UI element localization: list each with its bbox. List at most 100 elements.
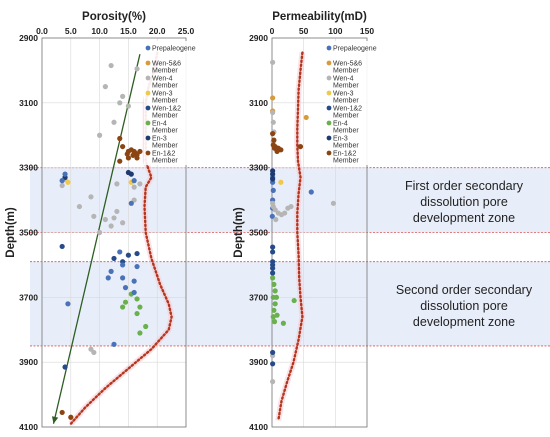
data-point: [330, 200, 337, 206]
zone-band-1: [30, 167, 550, 233]
legend-label-line2: Member: [152, 128, 178, 135]
data-point: [91, 349, 97, 356]
data-point: [65, 301, 71, 307]
legend-label-line2: Member: [333, 83, 359, 90]
data-point: [128, 147, 134, 153]
data-point: [270, 379, 276, 385]
data-point: [131, 184, 137, 190]
y-tick-label: 3900: [19, 357, 38, 367]
data-point: [117, 249, 123, 255]
legend-marker: [145, 120, 151, 126]
data-point: [117, 158, 123, 164]
data-point: [137, 304, 143, 310]
data-point: [111, 119, 117, 125]
data-point: [270, 275, 276, 281]
legend-label: En-1&2: [333, 151, 356, 158]
data-point: [65, 179, 71, 185]
data-point: [88, 194, 94, 200]
data-point: [137, 148, 143, 155]
y-tick-label: 3700: [249, 292, 268, 302]
data-point: [131, 289, 137, 296]
y-tick-label: 3700: [19, 292, 38, 302]
legend-marker: [145, 75, 151, 81]
y-tick-label: 3500: [249, 228, 268, 238]
data-point: [111, 255, 117, 262]
zone-label-1: First order secondary: [405, 179, 524, 193]
legend-marker: [145, 150, 151, 156]
zone-label-2: development zone: [413, 315, 515, 329]
legend-label: Wen-4: [333, 76, 354, 83]
data-point: [59, 243, 65, 250]
data-point: [272, 288, 278, 294]
legend-label: Wen-5&6: [152, 61, 181, 68]
legend-label: Wen-1&2: [333, 106, 362, 113]
data-point: [62, 364, 68, 370]
legend-label-line2: Member: [333, 128, 359, 135]
data-point: [273, 294, 280, 300]
legend-label: Wen-5&6: [333, 61, 362, 68]
data-point: [270, 119, 276, 125]
y-tick-label: 3500: [19, 228, 38, 238]
legend-label-line2: Member: [152, 143, 178, 150]
data-point: [270, 265, 276, 271]
legend-marker: [326, 105, 332, 111]
legend-marker: [326, 120, 332, 126]
legend-label-line2: Member: [333, 143, 359, 150]
data-point: [271, 307, 277, 313]
y-tick-label: 4100: [249, 422, 268, 432]
data-point: [62, 171, 68, 177]
porosity-axis-title: Porosity(%): [82, 11, 146, 23]
legend-label: En-3: [152, 136, 167, 143]
legend-box: [325, 41, 369, 165]
legend-label-line2: Member: [333, 68, 359, 75]
data-point: [278, 179, 284, 185]
data-point: [297, 143, 304, 150]
legend-label: En-1&2: [152, 151, 175, 158]
legend-marker: [326, 135, 332, 141]
data-point: [285, 205, 291, 211]
legend-label-line2: Member: [333, 98, 359, 105]
legend-label-line2: Member: [152, 98, 178, 105]
legend-label: Wen-1&2: [152, 106, 181, 113]
data-point: [108, 223, 114, 229]
zone-label-2: Second order secondary: [396, 283, 533, 297]
data-point: [270, 270, 276, 276]
data-point: [143, 323, 149, 330]
data-point: [111, 215, 117, 221]
x-tick-label: 10.0: [91, 26, 108, 36]
data-point: [134, 310, 140, 317]
legend-label: En-4: [333, 121, 348, 128]
data-point: [114, 208, 120, 215]
legend-label-line2: Member: [152, 113, 178, 120]
data-point: [111, 341, 117, 347]
data-point: [68, 414, 74, 420]
data-point: [271, 319, 278, 325]
data-point: [122, 299, 129, 305]
data-point: [120, 262, 126, 268]
data-point: [131, 278, 137, 284]
data-point: [270, 95, 276, 101]
data-point: [128, 200, 134, 206]
legend-marker: [326, 60, 332, 66]
trend-arrow-head: [51, 416, 59, 424]
zone-label-1: development zone: [413, 211, 515, 225]
y-tick-label: 2900: [19, 33, 38, 43]
trend-arrow-line: [52, 54, 141, 424]
data-point: [270, 171, 276, 177]
x-tick-label: 150: [360, 26, 374, 36]
envelope-dotted-curve: [277, 51, 304, 422]
data-point: [137, 330, 143, 336]
data-point: [128, 171, 134, 177]
data-point: [303, 114, 309, 121]
data-point: [131, 178, 137, 184]
data-point: [137, 181, 143, 187]
y-tick-label: 4100: [19, 422, 38, 432]
data-point: [270, 142, 276, 148]
data-point: [108, 62, 114, 69]
legend-marker: [145, 90, 151, 96]
data-point: [270, 249, 276, 255]
legend-label: Prepaleogene: [152, 46, 196, 53]
data-point: [134, 250, 140, 257]
data-point: [134, 263, 140, 270]
legend-label-line2: Member: [152, 158, 178, 165]
